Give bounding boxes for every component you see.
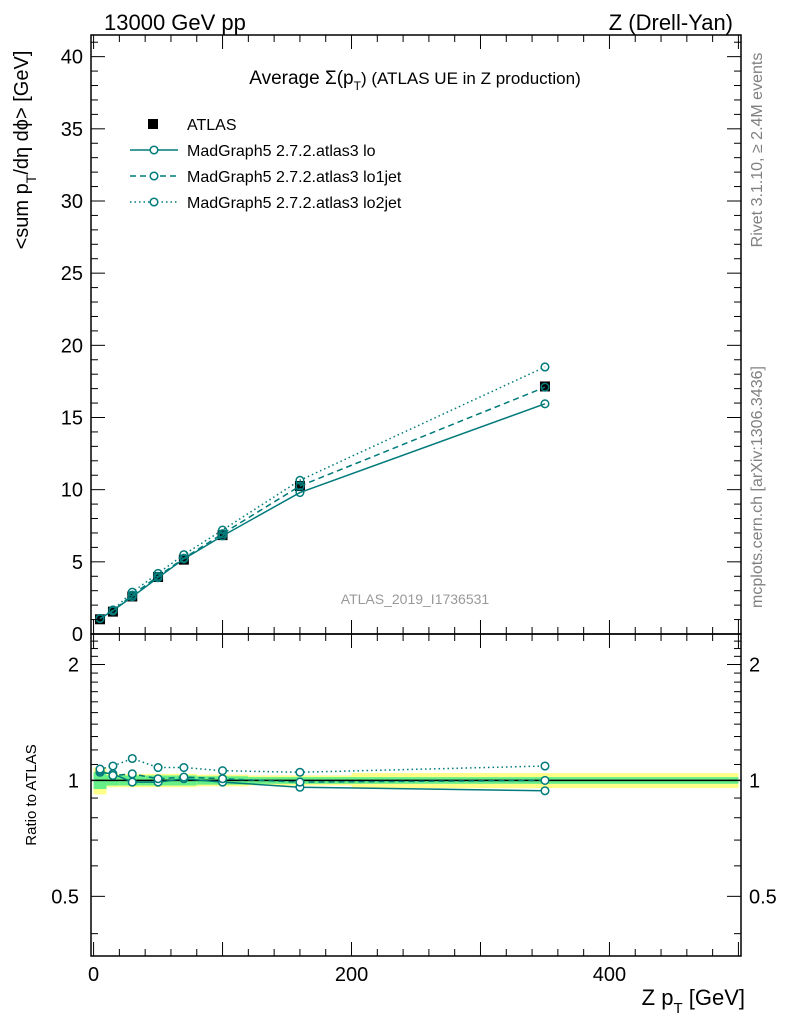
ratio-point <box>217 774 228 784</box>
energy-label: 13000 GeV pp <box>104 10 246 35</box>
x-tick-label: 400 <box>593 964 626 986</box>
legend-marker <box>149 145 159 155</box>
series-2 <box>95 382 550 624</box>
legend-label: MadGraph5 2.7.2.atlas3 lo2jet <box>187 195 402 212</box>
legend: ATLAS MadGraph5 2.7.2.atlas3 lo MadGraph5 … <box>130 117 402 212</box>
ratio-uncertainty-band <box>91 767 741 795</box>
legend-marker <box>149 197 159 207</box>
ratio-y-tick-label-right: 1 <box>749 770 760 792</box>
x-tick-label: 0 <box>88 964 99 986</box>
atlas-data-point <box>95 614 106 625</box>
series-line <box>99 386 546 620</box>
main-y-tick-label: 10 <box>61 480 83 502</box>
rivet-info: Rivet 3.1.10, ≥ 2.4M events <box>749 53 766 248</box>
main-y-axis-label: <sum pT/dη dϕ> [GeV] <box>11 51 39 250</box>
series-point <box>295 487 305 498</box>
ratio-y-tick-label-right: 2 <box>749 654 760 676</box>
series-1 <box>95 399 550 624</box>
legend-label: MadGraph5 2.7.2.atlas3 lo1jet <box>187 169 402 186</box>
atlas-data-point <box>539 381 550 392</box>
ratio-frame <box>90 633 742 957</box>
legend-label: ATLAS <box>187 117 237 134</box>
analysis-watermark: ATLAS_2019_I1736531 <box>341 591 490 607</box>
series-point <box>540 362 550 372</box>
ratio-line <box>99 757 545 774</box>
series-point <box>217 529 228 539</box>
series-point <box>540 382 550 392</box>
legend-entry: MadGraph5 2.7.2.atlas3 lo2jet <box>130 195 402 212</box>
series-line <box>99 403 546 620</box>
series-point <box>108 605 118 615</box>
legend-entry: MadGraph5 2.7.2.atlas3 lo <box>130 143 376 160</box>
main-series-group <box>95 362 550 625</box>
ratio-point <box>108 770 118 781</box>
legend-label: MadGraph5 2.7.2.atlas3 lo <box>187 143 376 160</box>
series-0 <box>95 381 550 625</box>
main-title: Average Σ(pT) (ATLAS UE in Z production) <box>249 68 581 93</box>
ratio-point <box>153 762 163 773</box>
ratio-point <box>95 764 105 774</box>
ratio-point <box>179 762 189 773</box>
ratio-point <box>540 775 550 785</box>
ratio-point <box>127 777 137 787</box>
series-point <box>540 399 550 409</box>
main-y-tick-label: 35 <box>61 119 83 141</box>
ratio-point <box>540 761 550 771</box>
series-line <box>99 366 546 620</box>
series-3 <box>95 362 550 623</box>
ratio-point <box>108 761 118 771</box>
main-y-tick-label: 40 <box>61 47 83 69</box>
series-point <box>179 550 189 560</box>
series-point <box>295 481 305 491</box>
main-y-tick-label: 0 <box>72 624 83 646</box>
ratio-series-2 <box>95 753 550 777</box>
ratio-point <box>153 774 163 784</box>
ratio-y-tick-label: 2 <box>68 654 79 676</box>
ratio-point <box>217 766 228 776</box>
ratio-y-tick-label: 1 <box>68 770 79 792</box>
series-point <box>295 475 305 485</box>
x-axis-label: Z pT [GeV] <box>642 985 745 1017</box>
legend-marker-square <box>148 119 158 129</box>
legend-entry: MadGraph5 2.7.2.atlas3 lo1jet <box>130 169 402 186</box>
ratio-point <box>127 753 137 764</box>
legend-marker <box>149 171 159 181</box>
ratio-point <box>295 777 305 787</box>
main-y-tick-label: 20 <box>61 335 83 357</box>
series-point <box>95 613 105 623</box>
ratio-y-tick-label: 0.5 <box>51 886 79 908</box>
ratio-point <box>179 772 189 782</box>
ratio-y-axis-label: Ratio to ATLAS <box>23 744 40 845</box>
main-y-tick-label: 25 <box>61 263 83 285</box>
ratio-point <box>540 786 550 796</box>
series-point <box>127 587 137 597</box>
main-y-tick-label: 15 <box>61 407 83 429</box>
mcplots-info: mcplots.cern.ch [arXiv:1306.3436] <box>749 366 766 608</box>
main-y-tick-label: 30 <box>61 191 83 213</box>
ratio-series-group <box>95 753 550 796</box>
ratio-point <box>295 767 305 777</box>
x-tick-label: 200 <box>335 964 368 986</box>
process-label: Z (Drell-Yan) <box>609 10 733 35</box>
ratio-y-tick-label-right: 0.5 <box>749 886 777 908</box>
legend-entry: ATLAS <box>148 117 237 134</box>
series-point <box>153 568 163 578</box>
series-point <box>217 525 228 535</box>
ratio-point <box>127 769 137 779</box>
main-y-tick-label: 5 <box>72 552 83 574</box>
ratio-line <box>99 769 545 783</box>
